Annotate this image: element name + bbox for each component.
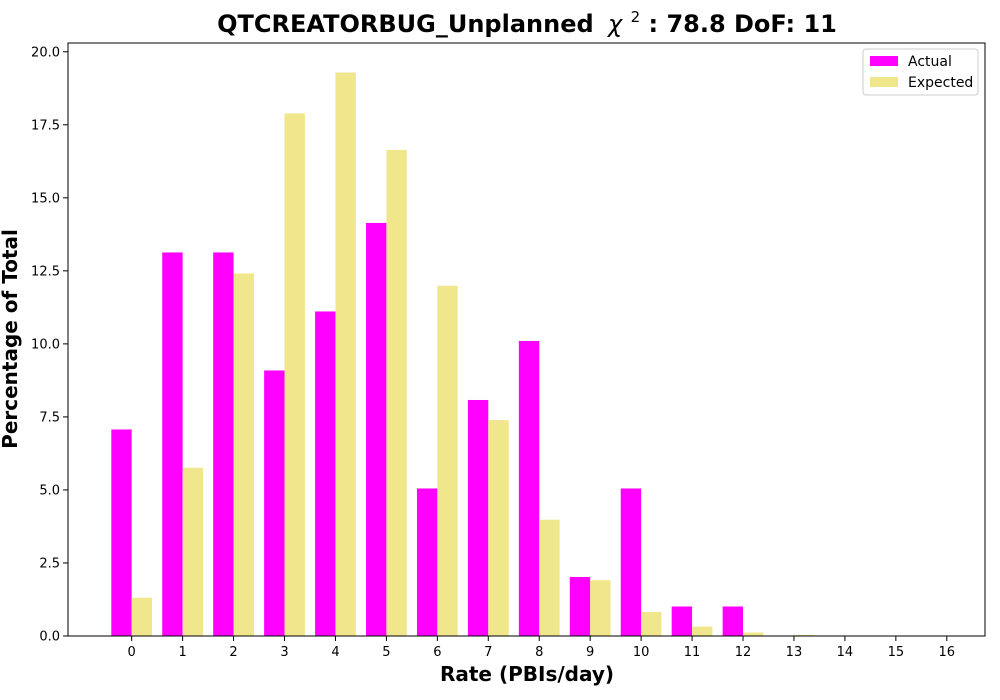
x-tick-label: 1 [178,645,186,660]
legend-label-expected: Expected [908,75,973,91]
legend-swatch-actual [870,56,898,66]
x-tick-label: 0 [128,645,136,660]
x-tick-label: 5 [382,645,390,660]
x-tick-label: 12 [735,645,752,660]
x-tick-label: 10 [633,645,650,660]
x-tick-label: 2 [229,645,237,660]
y-tick-label: 10.0 [31,337,60,352]
bar-expected-12 [743,632,764,636]
x-tick-label: 14 [837,645,854,660]
bar-expected-11 [692,626,713,636]
bar-actual-6 [416,488,438,636]
bar-actual-9 [569,576,591,636]
bar-expected-3 [284,113,305,636]
chart-title-chi-exponent: 2 [631,8,641,26]
bar-expected-7 [488,420,509,636]
bar-expected-0 [131,597,153,636]
chart-title-main: QTCREATORBUG_Unplanned [217,10,594,38]
x-tick-label: 4 [331,645,339,660]
bar-actual-3 [264,370,285,636]
y-tick-label: 17.5 [31,118,60,133]
y-tick-label: 5.0 [39,483,60,498]
chart-title-chi: χ [606,10,623,38]
plot-frame [67,42,986,637]
legend-label-actual: Actual [908,54,952,70]
bar-actual-10 [620,488,642,636]
y-tick-label: 12.5 [31,264,60,279]
x-tick-label: 16 [939,645,956,660]
x-tick-label: 3 [280,645,288,660]
y-tick-label: 2.5 [39,556,60,571]
bar-actual-1 [162,252,183,636]
bar-expected-8 [539,519,560,636]
plot-area: 0.02.55.07.510.012.515.017.520.00 1 2 3 4 5 6 7… [31,42,986,660]
x-tick-label: 15 [888,645,905,660]
bar-expected-6 [437,285,458,636]
bar-actual-7 [467,399,489,636]
bar-actual-0 [111,429,132,636]
bar-actual-11 [671,606,693,636]
bar-expected-10 [641,612,662,636]
x-tick-label: 9 [586,645,594,660]
bar-expected-9 [590,580,611,636]
y-axis-label: Percentage of Total [0,229,22,449]
y-tick-label: 15.0 [31,191,60,206]
x-tick-label: 7 [484,645,492,660]
bar-actual-4 [315,311,336,636]
bar-expected-13 [793,634,815,636]
bar-actual-2 [213,252,234,636]
y-tick-label: 20.0 [31,45,60,60]
bar-actual-12 [722,606,744,636]
y-tick-label: 7.5 [39,410,60,425]
bar-actual-8 [518,340,540,636]
legend: Actual Expected [862,48,979,96]
legend-swatch-expected [870,77,898,87]
y-tick-label: 0.0 [39,630,60,645]
bar-expected-4 [335,72,356,636]
x-tick-label: 6 [433,645,441,660]
x-axis-label: Rate (PBIs/day) [440,662,614,686]
bar-expected-5 [386,149,407,636]
bar-actual-5 [366,222,387,636]
x-tick-label: 13 [786,645,803,660]
x-tick-label: 8 [535,645,543,660]
x-tick-label: 11 [684,645,701,660]
chart-title-suffix: : 78.8 DoF: 11 [648,10,836,38]
bar-expected-2 [233,273,254,636]
chart-title: QTCREATORBUG_Unplanned χ 2 : 78.8 DoF: 1… [217,0,837,38]
bar-expected-1 [182,467,204,636]
